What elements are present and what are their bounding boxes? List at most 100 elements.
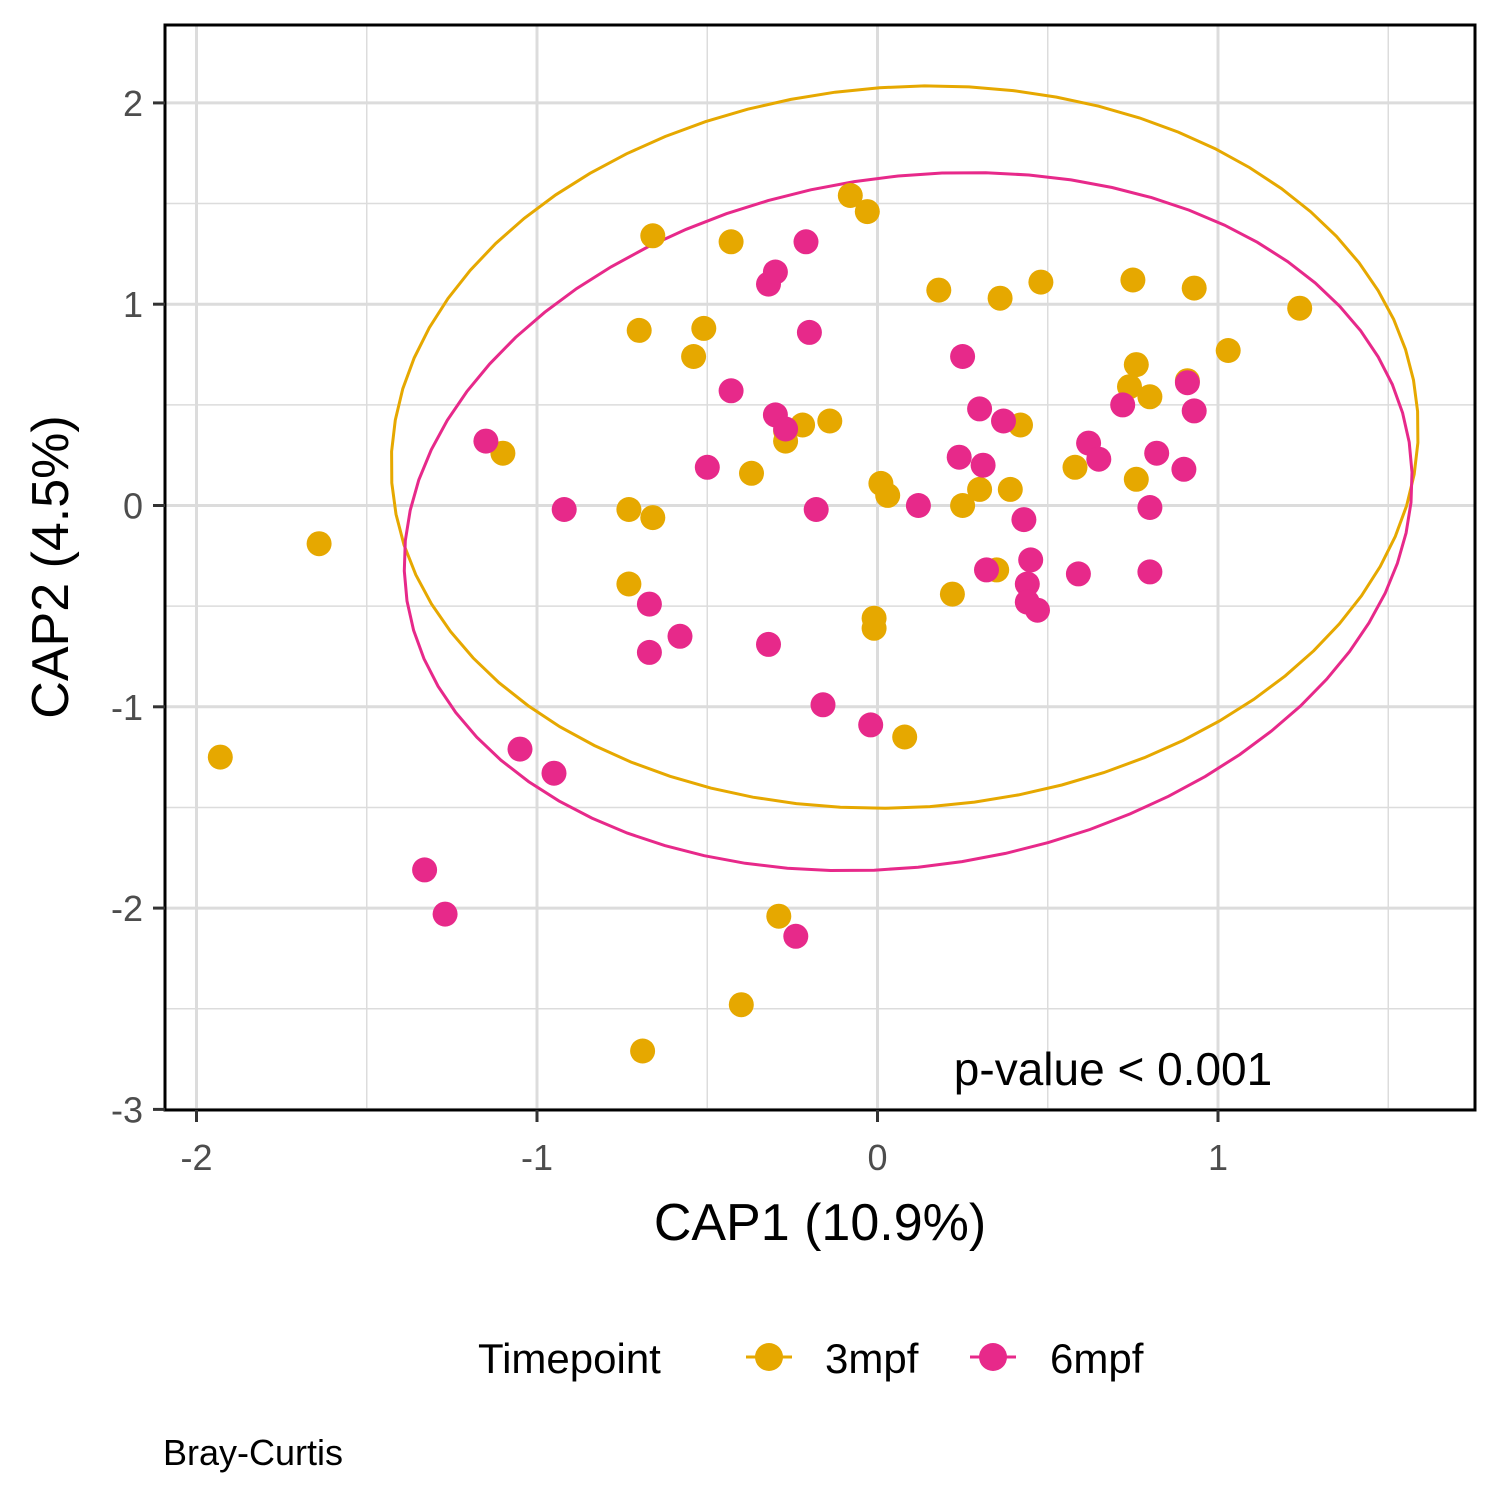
point-3mpf <box>854 199 880 225</box>
point-6mpf <box>1137 495 1163 520</box>
x-tick-label: -1 <box>521 1137 553 1178</box>
point-3mpf <box>1123 352 1149 378</box>
point-3mpf <box>1287 295 1313 321</box>
point-3mpf <box>616 571 642 597</box>
point-6mpf <box>905 493 931 518</box>
point-3mpf <box>207 744 233 770</box>
point-3mpf <box>1137 384 1163 410</box>
point-6mpf <box>970 452 996 478</box>
x-tick-label: 1 <box>1208 1137 1228 1178</box>
point-6mpf <box>1137 559 1163 585</box>
point-3mpf <box>939 581 965 607</box>
point-3mpf <box>1181 275 1207 301</box>
point-6mpf <box>783 923 809 949</box>
ellipse-3mpf <box>390 84 1420 810</box>
y-tick-label: 1 <box>123 284 143 325</box>
legend-label-6mpf: 6mpf <box>1050 1335 1144 1382</box>
point-3mpf <box>718 229 744 255</box>
point-6mpf <box>773 416 799 442</box>
y-tick-label: 2 <box>123 83 143 124</box>
point-3mpf <box>1120 267 1146 293</box>
point-3mpf <box>691 315 717 341</box>
y-tick-label: -2 <box>111 888 143 929</box>
point-3mpf <box>1028 269 1054 295</box>
point-6mpf <box>1171 456 1197 482</box>
point-3mpf <box>739 460 764 486</box>
point-3mpf <box>766 903 792 929</box>
point-3mpf <box>817 408 843 434</box>
point-6mpf <box>793 229 819 255</box>
point-3mpf <box>1062 454 1088 480</box>
point-3mpf <box>681 344 707 369</box>
point-3mpf <box>875 482 901 508</box>
legend-item-6mpf: 6mpf <box>970 1335 1144 1382</box>
point-3mpf <box>997 476 1023 502</box>
legend-title: Timepoint <box>478 1335 661 1382</box>
y-axis-title: CAP2 (4.5%) <box>22 415 80 718</box>
point-6mpf <box>1014 571 1040 597</box>
point-6mpf <box>1110 392 1136 418</box>
point-3mpf <box>837 183 863 208</box>
point-3mpf <box>626 317 652 343</box>
point-6mpf <box>473 428 499 454</box>
point-6mpf <box>796 319 822 345</box>
point-3mpf <box>640 505 666 531</box>
point-6mpf <box>1011 507 1037 533</box>
x-axis-title: CAP1 (10.9%) <box>654 1194 986 1252</box>
point-6mpf <box>412 857 438 883</box>
data-points <box>207 183 1313 1064</box>
point-3mpf <box>640 223 666 249</box>
point-3mpf <box>306 531 332 557</box>
point-6mpf <box>636 639 662 665</box>
y-tick-label: -3 <box>111 1089 143 1130</box>
point-3mpf <box>926 277 952 303</box>
plot-panel <box>165 25 1475 1110</box>
point-6mpf <box>1181 398 1207 424</box>
point-3mpf <box>630 1038 656 1064</box>
confidence-ellipses <box>390 84 1420 873</box>
point-3mpf <box>728 992 754 1018</box>
legend-label-3mpf: 3mpf <box>825 1335 919 1382</box>
x-tick-label: 0 <box>867 1137 887 1178</box>
point-6mpf <box>974 557 999 583</box>
point-6mpf <box>803 497 829 522</box>
point-6mpf <box>756 631 781 657</box>
point-6mpf <box>507 736 533 762</box>
legend-key-6mpf <box>979 1343 1007 1371</box>
annotation-pvalue: p-value < 0.001 <box>954 1043 1272 1095</box>
point-6mpf <box>950 344 976 369</box>
point-3mpf <box>1215 338 1241 363</box>
point-3mpf <box>1123 466 1149 492</box>
caption: Bray-Curtis <box>163 1432 343 1473</box>
legend-key-3mpf <box>755 1343 783 1371</box>
point-6mpf <box>1025 597 1050 623</box>
point-6mpf <box>946 444 972 470</box>
point-6mpf <box>1174 370 1200 396</box>
x-tick-label: -2 <box>180 1137 212 1178</box>
legend-item-3mpf: 3mpf <box>746 1335 919 1382</box>
point-3mpf <box>950 493 976 518</box>
point-6mpf <box>1086 446 1112 472</box>
point-6mpf <box>718 378 744 404</box>
legend: Timepoint 3mpf 6mpf <box>478 1335 1144 1382</box>
point-6mpf <box>858 712 884 738</box>
plot-border <box>163 23 1477 1112</box>
point-6mpf <box>636 591 662 617</box>
point-3mpf <box>987 285 1013 311</box>
point-3mpf <box>861 615 887 641</box>
point-6mpf <box>991 408 1016 434</box>
ellipse-6mpf <box>402 171 1414 873</box>
point-6mpf <box>762 259 788 285</box>
point-6mpf <box>967 396 993 422</box>
point-3mpf <box>616 497 642 522</box>
point-3mpf <box>892 724 918 750</box>
axis-ticks: -2 -1 0 1 -3 -2 -1 0 1 2 <box>111 83 1228 1178</box>
point-6mpf <box>1144 440 1170 466</box>
point-3mpf <box>967 476 993 502</box>
point-6mpf <box>1018 547 1044 573</box>
point-6mpf <box>1065 561 1091 587</box>
point-6mpf <box>810 692 836 718</box>
y-tick-label: -1 <box>111 687 143 728</box>
point-6mpf <box>551 497 577 522</box>
